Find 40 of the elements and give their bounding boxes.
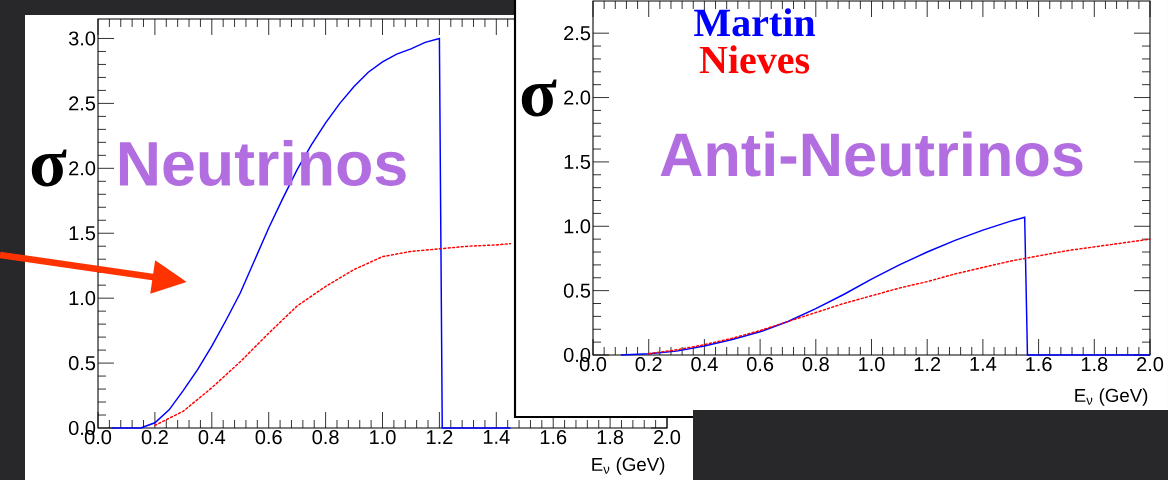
x-tick-label: 1.2	[914, 357, 941, 372]
x-axis-title: E$_{ν}$ (GeV)	[592, 457, 665, 475]
x-tick-label: 1.2	[427, 430, 453, 445]
y-tick-label: 2.0	[69, 161, 96, 176]
x-tick-label: 2.0	[1137, 357, 1164, 372]
y-tick-label: 3.0	[68, 31, 96, 46]
x-tick-label: 1.4	[483, 430, 510, 444]
x-tick-label: 1.4	[970, 357, 997, 371]
x-tick-label: 1.0	[370, 430, 396, 445]
text: Anti-Neutrinos	[660, 131, 1083, 177]
x-tick-label: 2.0	[654, 430, 681, 445]
x-tick-label: 0.2	[141, 430, 168, 445]
x-tick-label: 0.4	[691, 357, 718, 372]
x-tick-label: 0.2	[635, 357, 662, 372]
y-tick-label: 2.5	[564, 26, 591, 41]
x-tick-label: 1.0	[859, 357, 885, 372]
x-axis-title: E$_{ν}$ (GeV)	[1075, 388, 1148, 406]
y-tick-label: 1.5	[69, 226, 96, 241]
y-tick-label: 1.5	[564, 154, 591, 169]
x-tick-label: 0.8	[312, 430, 339, 445]
line-series	[154, 242, 512, 427]
x-tick-label: 0.6	[746, 357, 774, 372]
y-tick-label: 0.5	[563, 283, 591, 298]
x-tick-label: 1.6	[540, 430, 567, 445]
y-axis-title: σ	[521, 79, 557, 117]
x-tick-label: 1.8	[1081, 357, 1108, 372]
x-tick-label: 0.8	[802, 357, 829, 372]
x-tick-label: 0.4	[198, 430, 226, 445]
x-tick-label: 1.8	[597, 430, 624, 445]
y-tick-label: 1.0	[564, 219, 591, 234]
y-tick-label: 1.0	[69, 291, 96, 306]
y-tick-label: 0.5	[68, 356, 96, 371]
x-tick-label: 0.6	[255, 430, 282, 445]
text: Nieves	[699, 45, 810, 74]
line-series	[620, 216, 1151, 356]
y-tick-label: 2.0	[564, 90, 591, 105]
y-tick-label: 2.5	[69, 96, 96, 111]
y-axis-title: σ	[31, 149, 67, 187]
x-tick-label: 1.6	[1026, 357, 1052, 372]
text: Martin	[694, 8, 816, 37]
